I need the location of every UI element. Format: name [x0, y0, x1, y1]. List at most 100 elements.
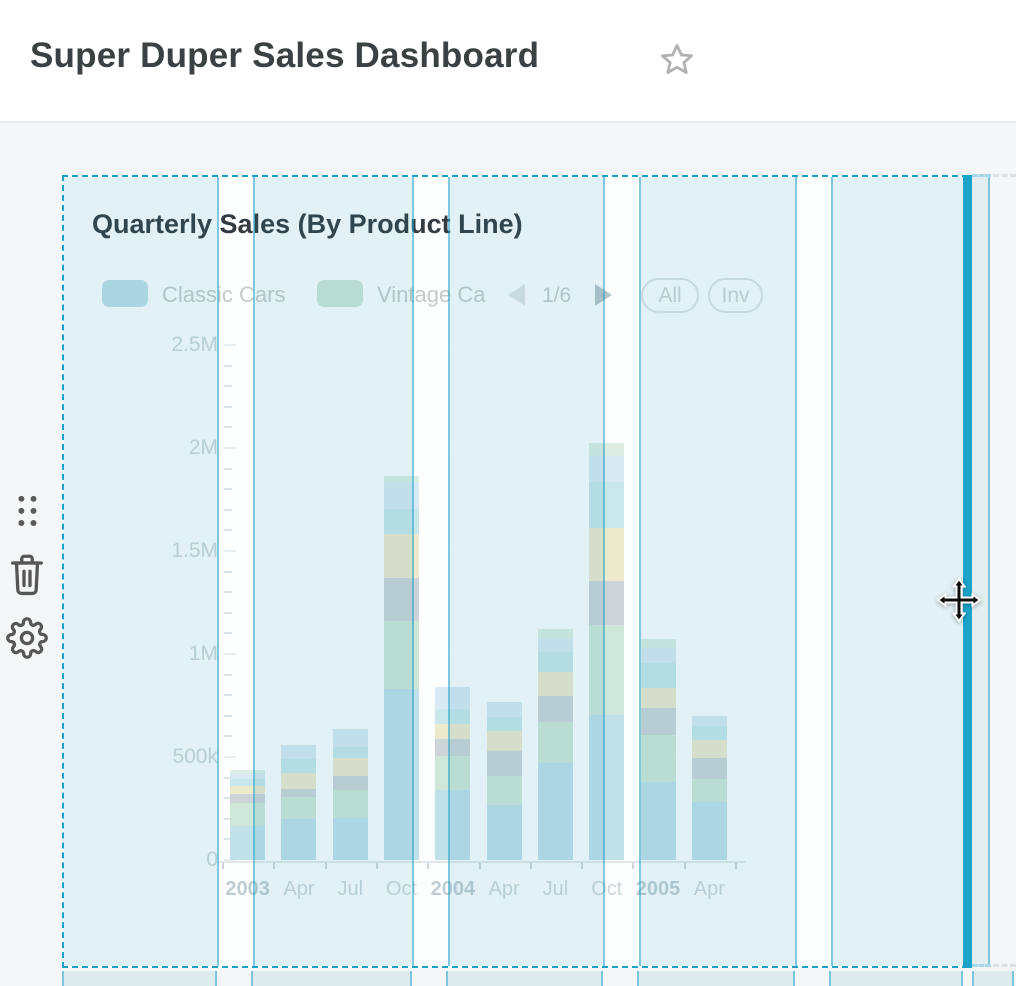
bar-segment [691, 725, 727, 740]
y-axis-tick [224, 817, 232, 820]
legend-swatch-vintage-cars[interactable] [317, 280, 363, 307]
y-gridline [220, 550, 754, 552]
bar-segment [281, 797, 317, 820]
x-axis-label: Jul [542, 878, 569, 900]
delete-widget-icon[interactable] [9, 552, 45, 598]
bar-segment [230, 803, 266, 827]
chart-widget[interactable]: Quarterly Sales (By Product Line) Classi… [62, 175, 968, 968]
y-axis-tick [224, 529, 232, 532]
y-axis-tick [224, 632, 232, 635]
row-outline-dash [993, 174, 1016, 177]
bar-segment [691, 757, 727, 780]
bar-segment [230, 773, 266, 779]
y-gridline [220, 859, 754, 861]
legend-swatch-classic-cars[interactable] [102, 280, 148, 307]
bar-segment [486, 701, 522, 717]
y-axis-tick [224, 694, 232, 697]
bar-segment [589, 481, 625, 528]
y-axis-label: 0 [206, 848, 218, 871]
page-title: Super Duper Sales Dashboard [30, 36, 540, 75]
next-row-column [251, 971, 412, 986]
bar-segment [537, 671, 573, 696]
x-axis-label: 2005 [635, 878, 681, 900]
y-axis-label: 1.5M [171, 539, 218, 562]
widget-settings-icon[interactable] [6, 613, 48, 663]
legend-label-classic-cars[interactable]: Classic Cars [162, 282, 286, 307]
next-row-column [972, 971, 1014, 986]
next-row-column [446, 971, 603, 986]
bar-segment [691, 802, 727, 860]
y-axis-label: 2.5M [171, 333, 218, 356]
bar-segment [691, 715, 727, 726]
favorite-star-icon[interactable] [658, 41, 696, 79]
dashboard-header: Super Duper Sales Dashboard [0, 0, 1016, 123]
zoom-all-button[interactable]: All [641, 278, 699, 313]
bar-segment [332, 746, 368, 758]
grid-column-band [639, 177, 797, 966]
next-row-column [829, 971, 963, 986]
bar-segment [589, 625, 625, 715]
bar-segment [691, 739, 727, 758]
bar-segment [640, 639, 676, 648]
x-axis-label: 2004 [430, 878, 476, 900]
bar-segment [230, 785, 266, 795]
bar-segment [435, 790, 471, 860]
bar-segment [230, 826, 266, 860]
y-gridline [220, 344, 754, 346]
y-gridline [220, 447, 754, 449]
bar-segment [332, 728, 368, 747]
y-axis-tick [224, 714, 232, 717]
bar-segment [332, 775, 368, 791]
bar-segment [589, 455, 625, 482]
bar-segment [281, 773, 317, 790]
grid-column-band [448, 177, 605, 966]
x-axis-tick [683, 863, 686, 869]
x-axis-label: Oct [385, 878, 418, 900]
bar-segment [640, 782, 676, 860]
bar-segment [486, 716, 522, 732]
legend-label-vintage-cars[interactable]: Vintage Ca [377, 282, 486, 307]
bar-segment [332, 790, 368, 819]
bar-segment [537, 651, 573, 672]
widget-resize-edge[interactable] [963, 175, 972, 968]
bar-segment [332, 757, 368, 776]
y-axis-tick [224, 591, 232, 594]
drag-handle-icon[interactable] [17, 494, 39, 530]
x-axis-tick [632, 863, 635, 869]
bar-segment [230, 794, 266, 804]
legend-page-indicator: 1/6 [542, 284, 572, 307]
y-axis-tick [224, 570, 232, 573]
y-axis-tick [224, 426, 232, 429]
bar-segment [486, 731, 522, 752]
next-row-column [62, 971, 217, 986]
bar-segment [435, 755, 471, 791]
stacked-bar-chart: 2.5M 2M 1.5M 1M 500k 0 2003 Apr Jul Oct 2004 Apr Jul… [64, 177, 966, 966]
y-axis-tick [224, 405, 232, 408]
x-axis-label: Jul [337, 878, 364, 900]
y-axis-tick [224, 550, 236, 552]
y-axis-tick [224, 447, 236, 449]
grid-column-band [831, 177, 966, 966]
y-axis-tick [224, 385, 232, 388]
y-axis-tick [224, 467, 232, 470]
bar-segment [589, 581, 625, 626]
move-cursor-icon [936, 577, 982, 623]
y-axis-tick [224, 756, 236, 758]
bar-segment [691, 779, 727, 803]
row-outline-dash [972, 174, 991, 177]
y-axis-label: 1M [188, 642, 218, 665]
y-gridline [220, 653, 754, 655]
bar-segment [486, 776, 522, 806]
y-axis-tick [224, 797, 232, 800]
bar-segment [589, 714, 625, 860]
zoom-inv-button[interactable]: Inv [708, 278, 763, 313]
x-axis-tick [529, 863, 532, 869]
x-axis-tick [427, 863, 430, 869]
grid-column-band [253, 177, 414, 966]
x-axis-tick [273, 863, 276, 869]
legend-prev-page-icon[interactable] [508, 284, 525, 306]
bar-segment [486, 751, 522, 777]
bar-segment [589, 442, 625, 456]
bar-segment [230, 769, 266, 774]
x-axis-tick [375, 863, 378, 869]
